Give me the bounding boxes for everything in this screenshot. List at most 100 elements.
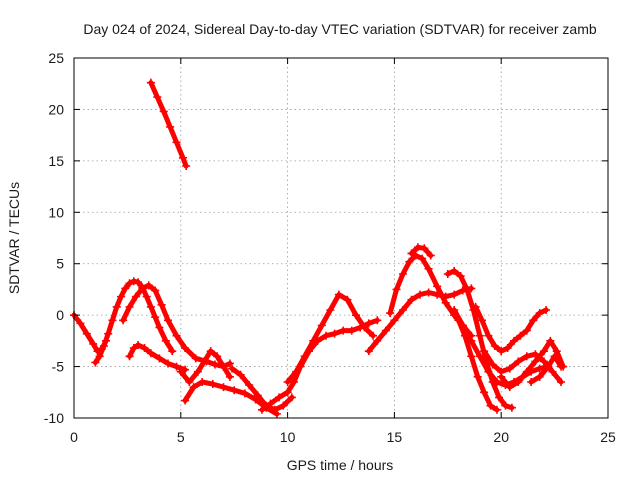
data-point bbox=[488, 360, 497, 369]
data-point bbox=[539, 357, 548, 366]
data-point bbox=[527, 378, 536, 386]
series-line bbox=[178, 348, 233, 385]
data-point bbox=[347, 326, 356, 335]
data-point bbox=[552, 347, 561, 356]
data-point bbox=[373, 316, 382, 325]
data-point bbox=[369, 331, 378, 340]
x-tick-label: 10 bbox=[280, 429, 296, 445]
data-point bbox=[490, 342, 499, 350]
data-point bbox=[309, 336, 318, 345]
data-point bbox=[426, 251, 435, 260]
data-point bbox=[182, 162, 191, 170]
data-point bbox=[125, 352, 134, 361]
data-point bbox=[125, 302, 134, 311]
y-axis-label: SDTVAR / TECUs bbox=[6, 182, 22, 294]
data-point bbox=[360, 323, 369, 332]
data-point bbox=[236, 370, 245, 379]
data-point bbox=[535, 364, 544, 373]
data-point bbox=[351, 311, 360, 320]
data-point bbox=[89, 339, 98, 348]
data-point bbox=[116, 292, 125, 301]
data-point bbox=[230, 386, 239, 395]
data-point bbox=[539, 347, 548, 356]
data-point bbox=[471, 302, 480, 311]
data-point bbox=[287, 393, 296, 402]
data-point bbox=[501, 401, 510, 410]
y-tick-label: 0 bbox=[56, 307, 64, 323]
data-point bbox=[373, 336, 382, 345]
data-point bbox=[454, 316, 463, 325]
data-point bbox=[420, 244, 429, 253]
data-point bbox=[480, 347, 489, 356]
series-track-11 bbox=[364, 284, 476, 356]
data-point bbox=[91, 358, 100, 367]
data-point bbox=[283, 388, 292, 397]
data-point bbox=[516, 331, 525, 340]
data-point bbox=[225, 359, 234, 368]
data-point bbox=[166, 122, 175, 131]
data-point bbox=[443, 270, 452, 278]
plot-frame bbox=[73, 57, 609, 419]
data-point bbox=[134, 340, 143, 349]
data-point bbox=[300, 352, 309, 361]
data-point bbox=[503, 344, 512, 353]
y-tick-label: 20 bbox=[48, 101, 64, 117]
data-point bbox=[343, 295, 352, 304]
data-point bbox=[134, 278, 143, 287]
data-point bbox=[390, 316, 399, 325]
data-point bbox=[270, 405, 279, 414]
data-point bbox=[507, 403, 516, 412]
data-point bbox=[381, 326, 390, 335]
data-point bbox=[168, 347, 177, 356]
data-point bbox=[95, 352, 104, 361]
data-point bbox=[129, 277, 138, 286]
data-point bbox=[240, 389, 249, 398]
data-point bbox=[146, 78, 155, 87]
data-point bbox=[450, 306, 459, 314]
data-point bbox=[514, 357, 523, 366]
data-point bbox=[441, 298, 450, 307]
data-point bbox=[456, 272, 465, 281]
data-point bbox=[266, 399, 275, 408]
data-point bbox=[257, 405, 266, 414]
data-point bbox=[144, 281, 153, 290]
y-tick-label: -5 bbox=[52, 359, 65, 375]
axis-ticks: 0 5 10 15 20 25 -10 -5 0 5 10 15 20 25 bbox=[44, 50, 616, 445]
data-point bbox=[121, 284, 130, 293]
y-tick-label: 15 bbox=[48, 153, 64, 169]
data-point bbox=[275, 393, 284, 402]
data-point bbox=[514, 378, 523, 386]
x-tick-label: 20 bbox=[493, 429, 509, 445]
series-line bbox=[473, 304, 549, 354]
data-point bbox=[531, 357, 540, 366]
data-point bbox=[146, 349, 155, 358]
data-point bbox=[200, 357, 209, 366]
data-point bbox=[529, 316, 538, 325]
data-point bbox=[181, 365, 190, 374]
data-point bbox=[463, 285, 472, 294]
data-point bbox=[138, 284, 147, 293]
data-point bbox=[163, 316, 172, 325]
chart-title: Day 024 of 2024, Sidereal Day-to-day VTE… bbox=[83, 21, 596, 37]
x-tick-label: 15 bbox=[387, 429, 403, 445]
data-point bbox=[125, 279, 134, 288]
series-track-5 bbox=[146, 78, 191, 170]
data-point bbox=[386, 309, 395, 318]
x-axis-label: GPS time / hours bbox=[287, 457, 394, 473]
data-point bbox=[497, 347, 506, 356]
data-point bbox=[104, 329, 113, 338]
data-point bbox=[531, 350, 540, 359]
data-point bbox=[151, 313, 160, 322]
data-point bbox=[339, 326, 348, 335]
data-point bbox=[492, 378, 501, 386]
data-point bbox=[495, 393, 504, 402]
data-point bbox=[172, 138, 181, 147]
data-point bbox=[411, 251, 420, 260]
data-point bbox=[181, 344, 190, 353]
series-track-2 bbox=[91, 277, 177, 367]
series-track-17 bbox=[471, 302, 551, 356]
data-point bbox=[172, 331, 181, 340]
data-point bbox=[364, 319, 373, 328]
data-point bbox=[283, 378, 292, 386]
